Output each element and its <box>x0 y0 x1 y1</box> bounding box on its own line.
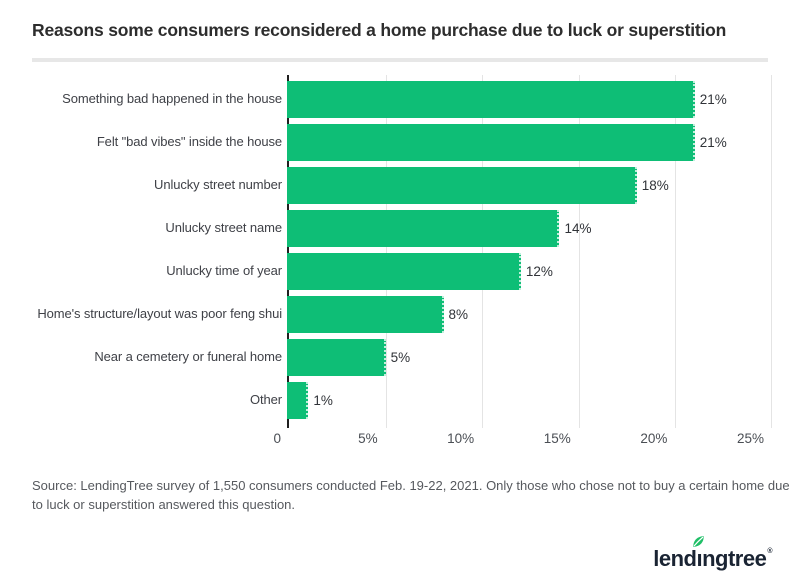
value-label: 12% <box>525 264 553 279</box>
value-label: 5% <box>390 350 411 365</box>
bar-rows: Something bad happened in the house 21% Fe… <box>32 75 768 419</box>
title-divider <box>32 58 768 62</box>
bar <box>287 124 695 161</box>
value-label: 8% <box>448 307 469 322</box>
source-line-2: to luck or superstition answered this qu… <box>32 497 296 512</box>
bar <box>287 81 695 118</box>
category-label: Near a cemetery or funeral home <box>94 349 282 365</box>
gridline <box>482 75 484 428</box>
category-label: Home's structure/layout was poor feng sh… <box>37 306 282 322</box>
value-label: 1% <box>313 393 333 408</box>
bar <box>287 210 560 247</box>
bar-chart: Something bad happened in the house 21% Fe… <box>32 75 772 450</box>
plot-area <box>287 75 772 428</box>
tick-label: 25% <box>736 431 764 446</box>
header: Reasons some consumers reconsidered a ho… <box>0 0 800 62</box>
category-label: Unlucky street name <box>165 220 282 236</box>
bar-track: 21% <box>287 124 768 161</box>
tick-label: 20% <box>640 431 668 446</box>
bar-track: 14% <box>287 210 768 247</box>
gridline <box>771 75 772 428</box>
logo-text-pre: lend <box>653 546 697 571</box>
category-label: Something bad happened in the house <box>62 91 282 107</box>
bar-row: Near a cemetery or funeral home 5% <box>32 339 768 376</box>
tick-label: 10% <box>447 431 475 446</box>
category-label: Other <box>249 392 282 408</box>
category-label: Unlucky time of year <box>166 263 282 279</box>
value-label: 21% <box>699 92 727 107</box>
source-note: Source: LendingTree survey of 1,550 cons… <box>32 476 790 514</box>
bar-track: 18% <box>287 167 768 204</box>
bar-row: Felt "bad vibes" inside the house 21% <box>32 124 768 161</box>
tick-label: 15% <box>543 431 571 446</box>
bar-row: Unlucky street number 18% <box>32 167 768 204</box>
bar <box>287 339 386 376</box>
bar-row: Something bad happened in the house 21% <box>32 81 768 118</box>
gridline <box>385 75 387 428</box>
tick-label: 5% <box>358 431 378 446</box>
logo-letter-i: ı <box>693 536 705 571</box>
bar-track: 5% <box>287 339 768 376</box>
bar-track: 1% <box>287 382 768 419</box>
value-label: 21% <box>699 135 727 150</box>
bar-row: Unlucky time of year 12% <box>32 253 768 290</box>
logo-dotless-i: ı <box>696 546 703 571</box>
chart-title: Reasons some consumers reconsidered a ho… <box>32 20 727 40</box>
bar <box>287 382 309 419</box>
bar-row: Home's structure/layout was poor feng sh… <box>32 296 768 333</box>
bar-track: 12% <box>287 253 768 290</box>
gridline <box>675 75 677 428</box>
x-axis-ticks: 0 5% 10% 15% 20% 25% <box>32 431 768 449</box>
source-line-1: Source: LendingTree survey of 1,550 cons… <box>32 478 790 493</box>
leaf-icon <box>693 536 705 547</box>
category-label: Felt "bad vibes" inside the house <box>96 134 282 150</box>
value-label: 18% <box>641 178 669 193</box>
logo-text-post: ngtree <box>702 546 767 571</box>
lendingtree-logo: lend ıngtree® <box>653 534 772 570</box>
gridline <box>578 75 580 428</box>
bar-track: 8% <box>287 296 768 333</box>
bar-row: Other 1% <box>32 382 768 419</box>
value-label: 14% <box>564 221 592 236</box>
bar <box>287 253 521 290</box>
bar <box>287 296 444 333</box>
bar-row: Unlucky street name 14% <box>32 210 768 247</box>
bar <box>287 167 637 204</box>
category-label: Unlucky street number <box>154 177 282 193</box>
bar-track: 21% <box>287 81 768 118</box>
trademark-symbol: ® <box>767 548 772 555</box>
tick-label: 0 <box>273 431 281 446</box>
